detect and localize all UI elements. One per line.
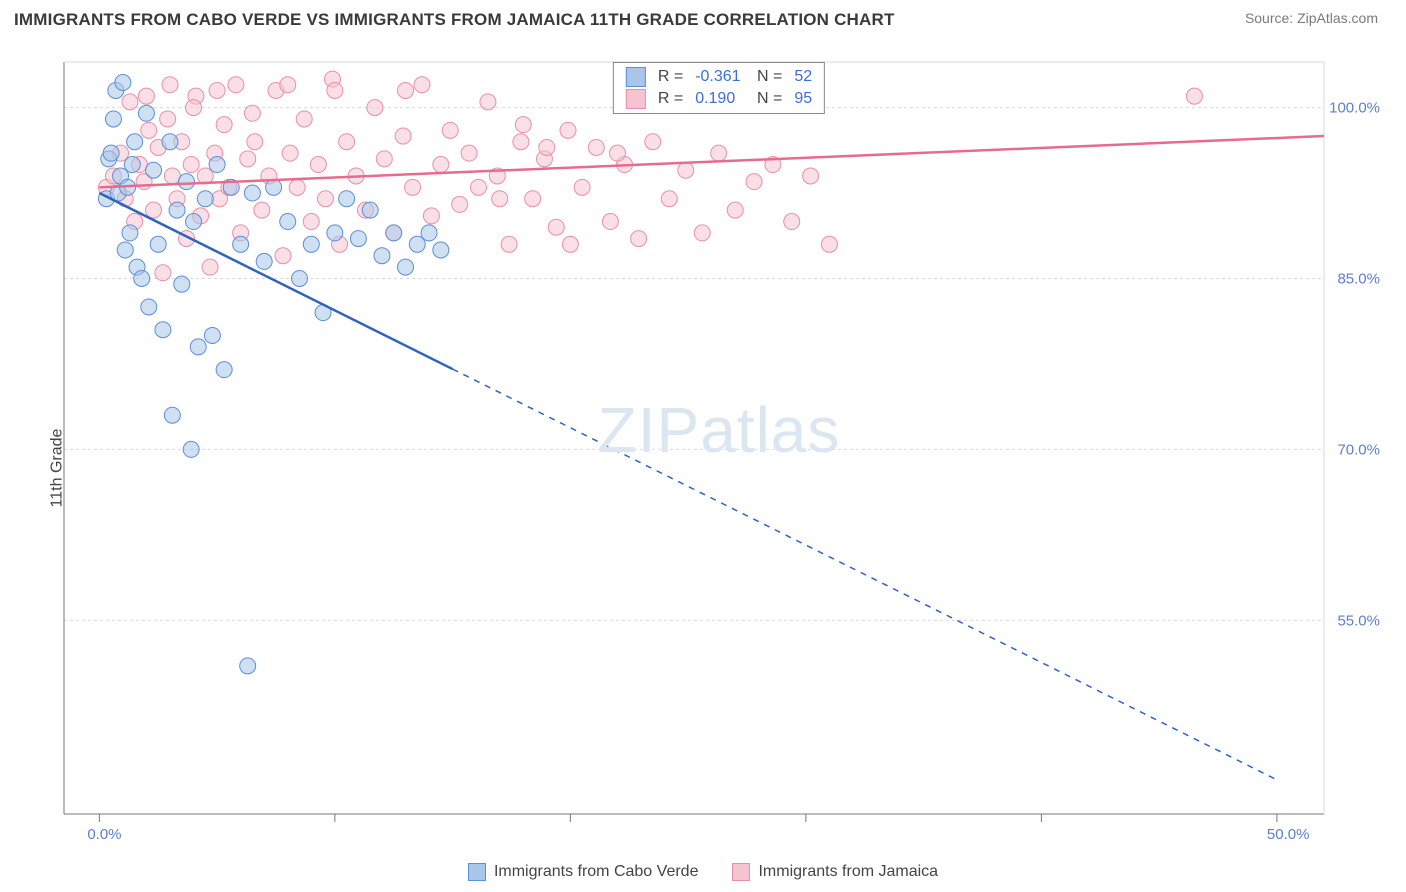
svg-text:100.0%: 100.0% [1329, 100, 1380, 117]
legend-bottom-swatch-blue [468, 863, 486, 881]
bottom-legend: Immigrants from Cabo Verde Immigrants fr… [0, 852, 1406, 892]
legend-item-blue: Immigrants from Cabo Verde [468, 863, 699, 881]
x-axis-end-label: 50.0% [1267, 826, 1310, 843]
svg-text:55.0%: 55.0% [1337, 612, 1380, 629]
legend-pink-n: 95 [788, 88, 818, 110]
legend-bottom-label-blue: Immigrants from Cabo Verde [494, 863, 699, 881]
plot-area: ZIPatlas 55.0%70.0%85.0%100.0% R = -0.36… [54, 54, 1384, 838]
stat-legend: R = -0.361 N = 52 R = 0.190 N = 95 [613, 62, 825, 114]
legend-swatch-pink [626, 89, 646, 109]
legend-blue-n: 52 [788, 66, 818, 88]
legend-r-label: R = [652, 66, 689, 88]
svg-text:85.0%: 85.0% [1337, 270, 1380, 287]
legend-item-pink: Immigrants from Jamaica [732, 863, 938, 881]
legend-n-label: N = [747, 66, 789, 88]
legend-bottom-swatch-pink [732, 863, 750, 881]
chart-container: 11th Grade ZIPatlas 55.0%70.0%85.0%100.0… [0, 44, 1406, 892]
chart-svg: 55.0% 70.0% 85.0% 100.0% [54, 54, 1384, 838]
chart-title: IMMIGRANTS FROM CABO VERDE VS IMMIGRANTS… [14, 10, 895, 30]
source-attribution: Source: ZipAtlas.com [1245, 10, 1378, 26]
svg-text:70.0%: 70.0% [1337, 441, 1380, 458]
legend-blue-r: -0.361 [689, 66, 746, 88]
legend-n-label-2: N = [747, 88, 789, 110]
legend-r-label-2: R = [652, 88, 689, 110]
legend-bottom-label-pink: Immigrants from Jamaica [758, 863, 938, 881]
legend-swatch-blue [626, 67, 646, 87]
x-axis-start-label: 0.0% [87, 826, 121, 843]
legend-pink-r: 0.190 [689, 88, 746, 110]
